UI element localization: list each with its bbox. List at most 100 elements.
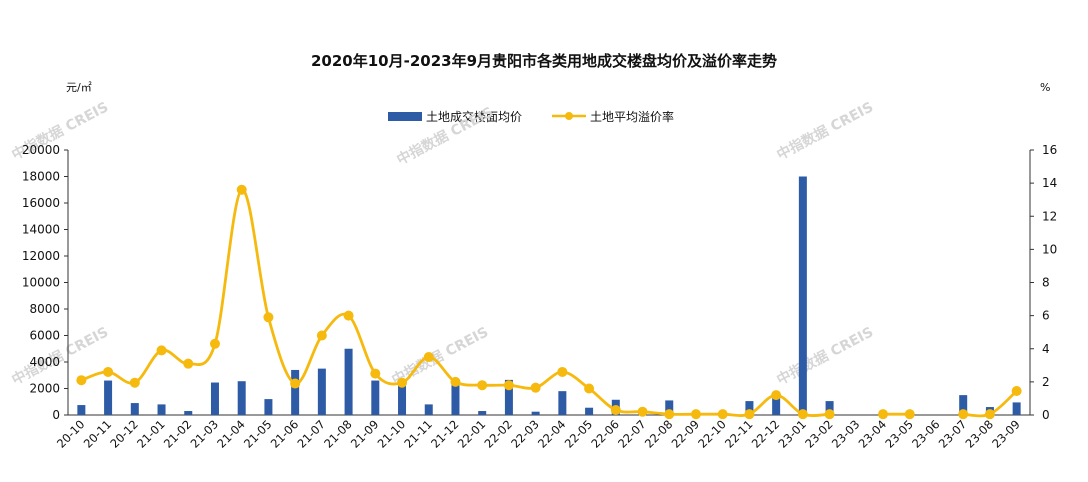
x-tick-label: 22-05 [562, 417, 596, 451]
line-point [610, 405, 621, 416]
bar [585, 407, 594, 415]
x-tick-label: 23-07 [936, 417, 970, 451]
bar [264, 399, 273, 415]
bar [184, 411, 193, 415]
line-point [878, 409, 889, 420]
bar [478, 411, 487, 415]
line-point [236, 184, 247, 195]
line-point [183, 358, 194, 369]
line-point [584, 383, 595, 394]
x-tick-label: 22-12 [749, 417, 783, 451]
line-series [76, 184, 1022, 420]
bar [504, 379, 513, 415]
right-tick-label: 0 [1042, 408, 1050, 422]
bar [1012, 402, 1021, 415]
line-point [423, 352, 434, 363]
x-tick-label: 22-04 [535, 417, 569, 451]
x-tick-label: 22-09 [669, 417, 703, 451]
line-point [637, 406, 648, 417]
right-tick-label: 16 [1042, 143, 1057, 157]
x-tick-label: 22-10 [695, 417, 729, 451]
bar [317, 368, 326, 415]
x-tick-labels: 20-1020-1120-1221-0121-0221-0321-0421-05… [54, 417, 1023, 451]
x-tick-label: 21-11 [401, 417, 435, 451]
line-point [557, 366, 568, 377]
x-tick-label: 23-03 [829, 417, 863, 451]
x-tick-label: 23-09 [989, 417, 1023, 451]
x-tick-label: 21-12 [428, 417, 462, 451]
line-point [717, 409, 728, 420]
watermark-text: 中指数据 CREIS [774, 98, 876, 163]
x-tick-label: 23-04 [856, 417, 890, 451]
line-point [76, 375, 87, 386]
line-point [1011, 385, 1022, 396]
x-tick-label: 23-01 [775, 417, 809, 451]
line-point [958, 409, 969, 420]
x-tick-label: 23-06 [909, 417, 943, 451]
line-point [824, 409, 835, 420]
bar [451, 385, 460, 415]
left-tick-label: 14000 [22, 223, 60, 237]
legend-bar-swatch [388, 112, 422, 121]
x-tick-label: 21-03 [188, 417, 222, 451]
line-point [984, 409, 995, 420]
bar [558, 391, 567, 415]
bar [398, 381, 407, 415]
bar [291, 369, 300, 415]
line-point [503, 380, 514, 391]
x-tick-label: 20-12 [107, 417, 141, 451]
left-tick-label: 2000 [29, 382, 60, 396]
bar [237, 381, 246, 415]
line-point [530, 382, 541, 393]
x-tick-label: 22-03 [508, 417, 542, 451]
line-point [316, 330, 327, 341]
x-tick-label: 23-02 [802, 417, 836, 451]
x-tick-label: 21-08 [321, 417, 355, 451]
line-point [450, 376, 461, 387]
x-tick-label: 23-08 [963, 417, 997, 451]
legend-bar-label: 土地成交楼面均价 [426, 109, 522, 124]
line-point [797, 409, 808, 420]
bar [104, 380, 113, 415]
x-tick-label: 21-06 [268, 417, 302, 451]
left-tick-label: 20000 [22, 143, 60, 157]
line-point [690, 409, 701, 420]
x-tick-label: 21-05 [241, 417, 275, 451]
left-tick-label: 12000 [22, 249, 60, 263]
line-point [904, 409, 915, 420]
bar [772, 393, 781, 415]
bar [157, 404, 166, 415]
right-tick-label: 8 [1042, 276, 1050, 290]
left-tick-label: 8000 [29, 302, 60, 316]
right-axis-unit: % [1040, 81, 1050, 94]
x-tick-label: 22-01 [455, 417, 489, 451]
left-tick-label: 6000 [29, 329, 60, 343]
x-tick-label: 21-01 [134, 417, 168, 451]
x-tick-label: 21-10 [375, 417, 409, 451]
right-tick-label: 4 [1042, 342, 1050, 356]
x-tick-label: 20-10 [54, 417, 88, 451]
x-tick-label: 22-07 [615, 417, 649, 451]
x-tick-label: 21-09 [348, 417, 382, 451]
left-tick-label: 0 [52, 408, 60, 422]
line-point [129, 377, 140, 388]
x-tick-label: 20-11 [81, 417, 115, 451]
line-point [744, 409, 755, 420]
line-point [290, 378, 301, 389]
line-point [156, 345, 167, 356]
bar [371, 380, 380, 415]
line-point [263, 312, 274, 323]
bar [77, 405, 86, 415]
line-point [397, 377, 408, 388]
x-tick-label: 22-08 [642, 417, 676, 451]
left-tick-label: 16000 [22, 196, 60, 210]
line-point [370, 368, 381, 379]
x-tick-label: 22-02 [482, 417, 516, 451]
x-tick-label: 23-05 [882, 417, 916, 451]
bar [959, 395, 968, 415]
right-tick-label: 14 [1042, 176, 1057, 190]
axes: 0 2000 4000 6000 8000 10000 12000 14000 16000 180… [22, 143, 1057, 422]
legend-line-marker [565, 112, 573, 120]
